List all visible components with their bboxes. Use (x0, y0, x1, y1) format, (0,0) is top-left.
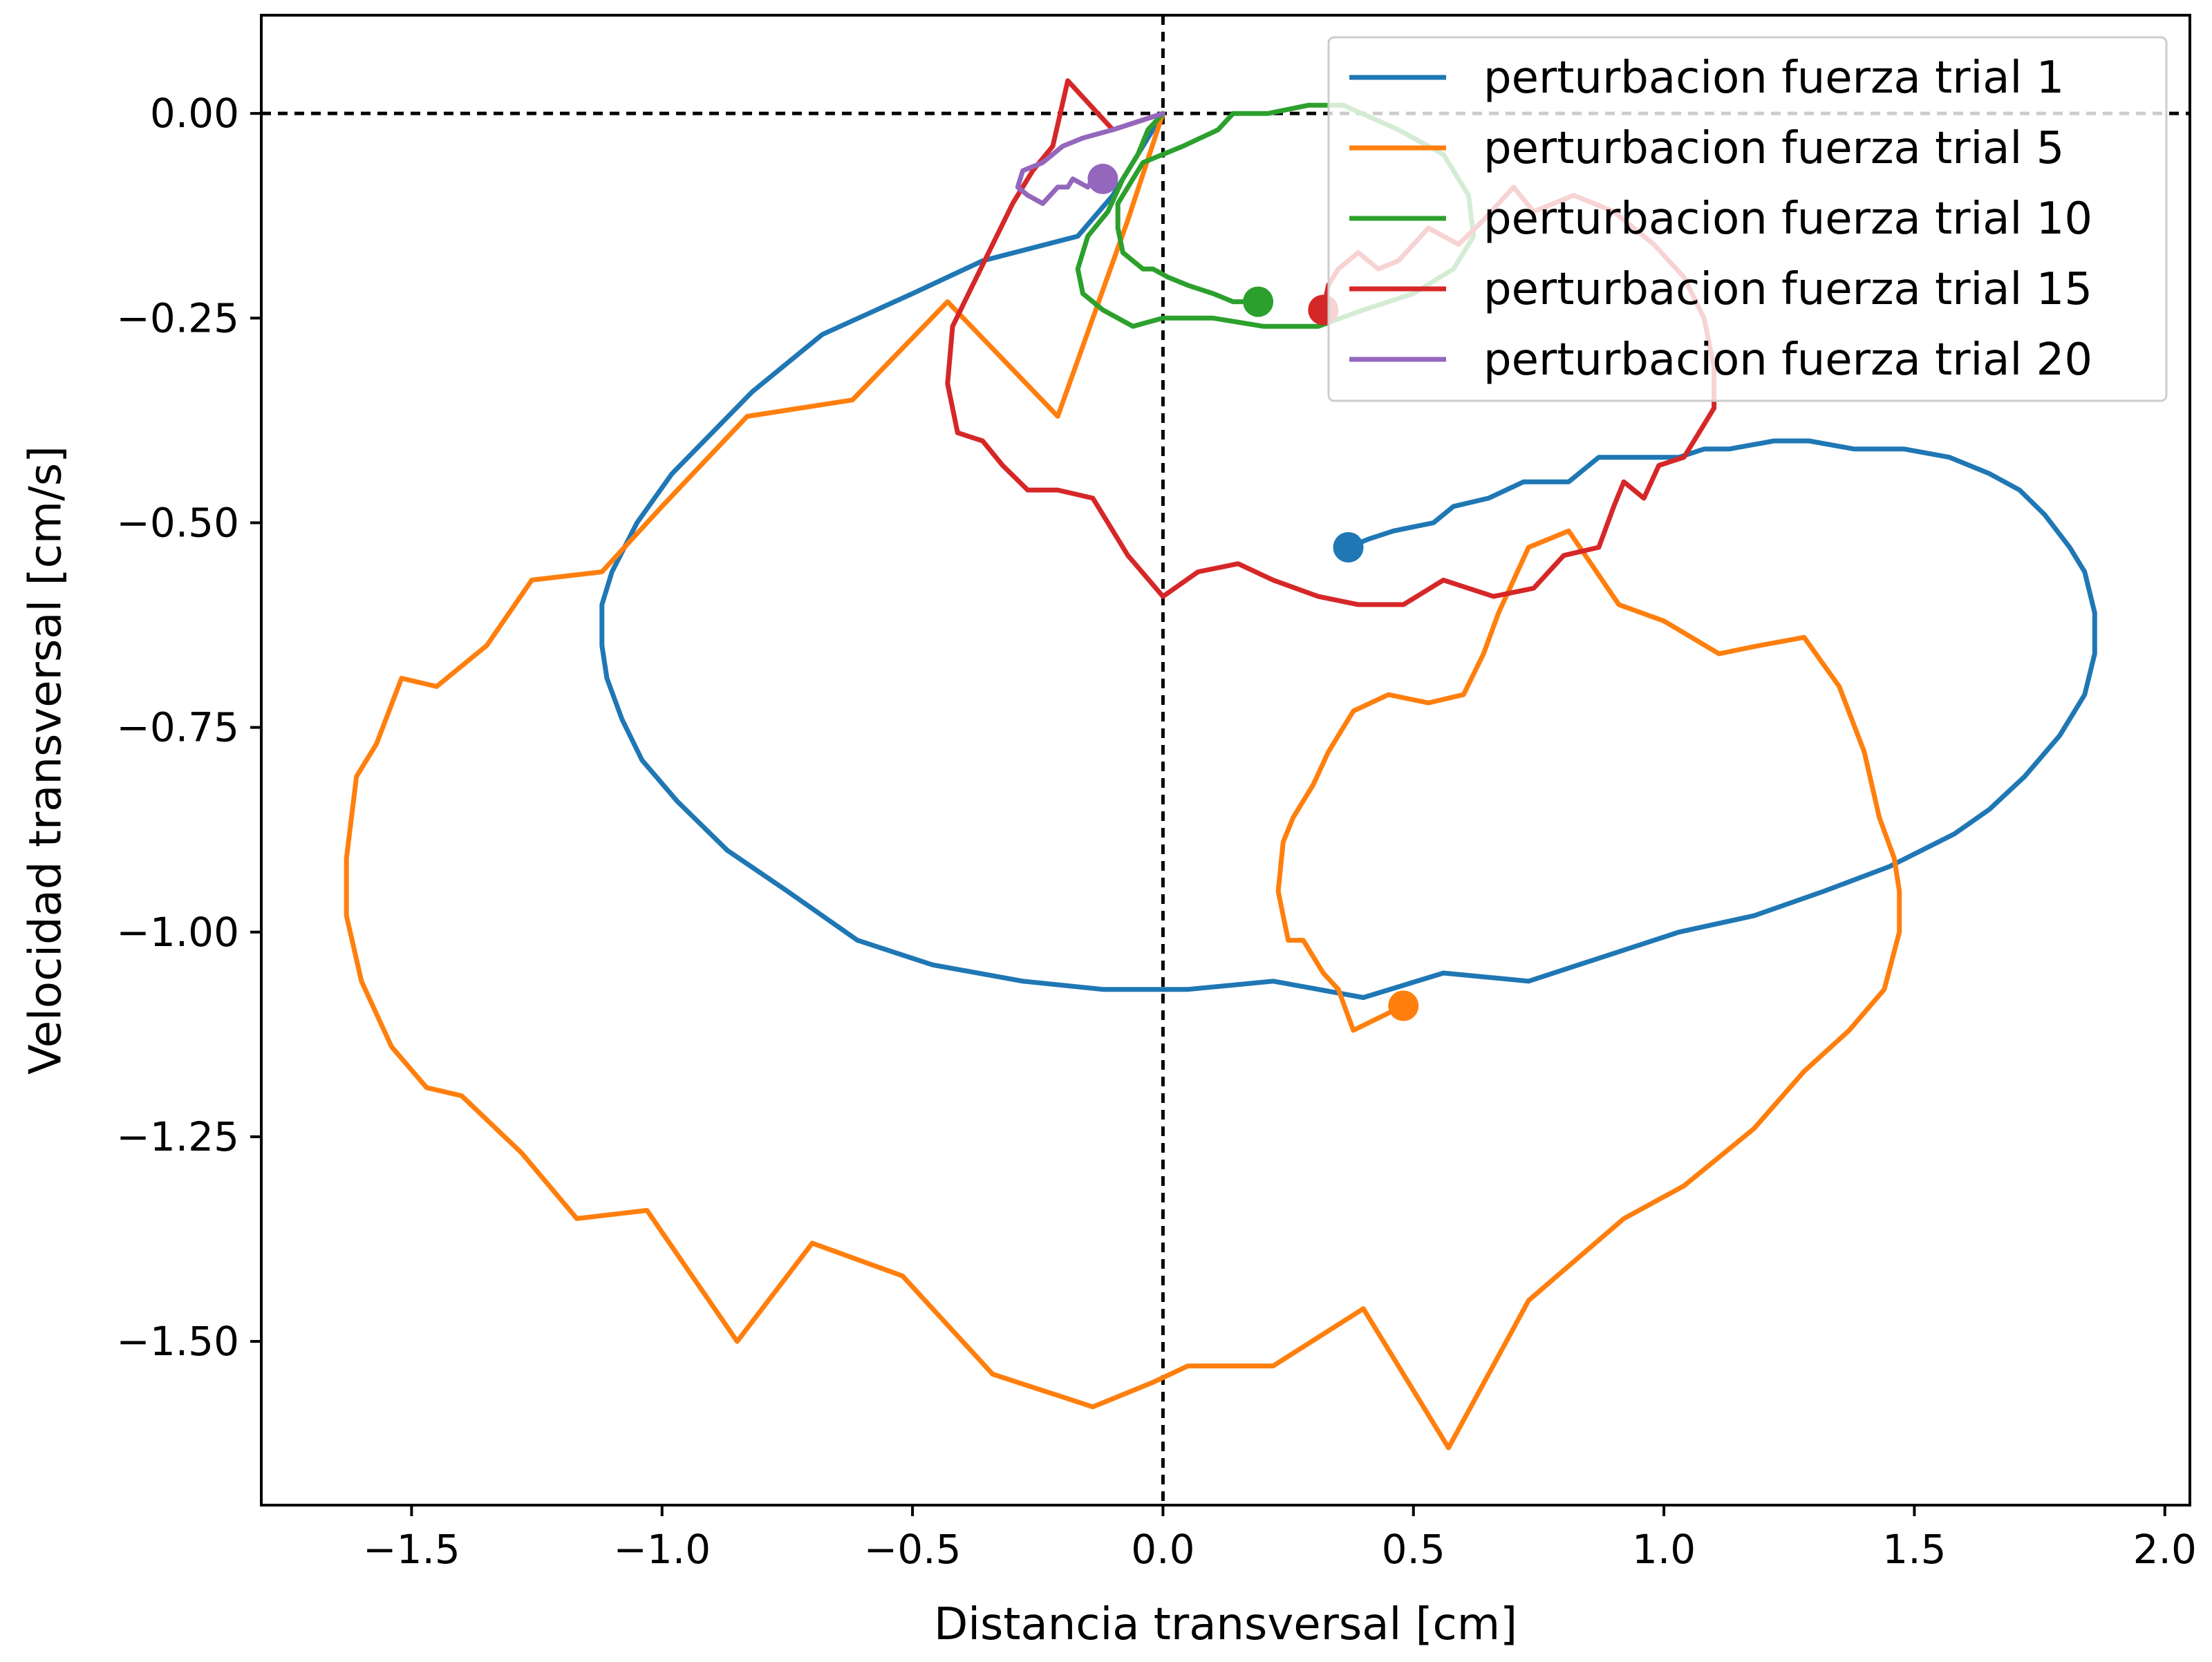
x-tick-label: 1.0 (1632, 1526, 1696, 1573)
y-tick-label: −0.25 (116, 294, 239, 341)
y-axis: 0.00 −0.25 −0.50 −0.75 −1.00 −1.25 −1.50 (116, 90, 261, 1365)
y-axis-title: Velocidad transversal [cm/s] (21, 446, 72, 1075)
x-tick-label: −1.5 (363, 1526, 460, 1573)
y-tick-label: −1.50 (116, 1318, 239, 1365)
y-tick-label: −0.50 (116, 499, 239, 546)
series-layer (344, 78, 2097, 1451)
legend-label: perturbacion fuerza trial 5 (1483, 123, 2064, 174)
series-end-point-2 (1388, 990, 1419, 1021)
x-tick-label: 0.0 (1131, 1526, 1194, 1573)
y-tick-label: −1.25 (116, 1113, 239, 1160)
x-tick-label: 0.5 (1382, 1526, 1445, 1573)
legend-label: perturbacion fuerza trial 15 (1483, 264, 2092, 315)
x-axis-title: Distancia transversal [cm] (934, 1599, 1517, 1650)
legend-box (1327, 36, 2168, 402)
reference-lines (261, 15, 2190, 1505)
x-tick-label: −1.0 (613, 1526, 711, 1573)
series-line-5 (1015, 111, 1165, 206)
series-end-point-3 (1243, 286, 1274, 317)
y-tick-label: 0.00 (150, 90, 239, 137)
x-tick-label: 1.5 (1882, 1526, 1946, 1573)
y-tick-label: −0.75 (116, 704, 239, 751)
y-tick-label: −1.00 (116, 909, 239, 956)
legend-label: perturbacion fuerza trial 10 (1483, 193, 2092, 245)
x-tick-label: 2.0 (2133, 1526, 2197, 1573)
series-end-point-1 (1333, 532, 1364, 563)
legend-label: perturbacion fuerza trial 20 (1483, 334, 2092, 386)
x-axis: −1.5 −1.0 −0.5 0.0 0.5 1.0 1.5 2.0 (363, 1505, 2197, 1573)
series-end-point-5 (1087, 163, 1118, 194)
plot-frame (260, 14, 2191, 1507)
legend-label: perturbacion fuerza trial 1 (1483, 53, 2064, 104)
x-tick-label: −0.5 (864, 1526, 962, 1573)
legend: perturbacion fuerza trial 1 perturbacion … (1327, 36, 2168, 402)
series-line-2 (344, 111, 1902, 1451)
